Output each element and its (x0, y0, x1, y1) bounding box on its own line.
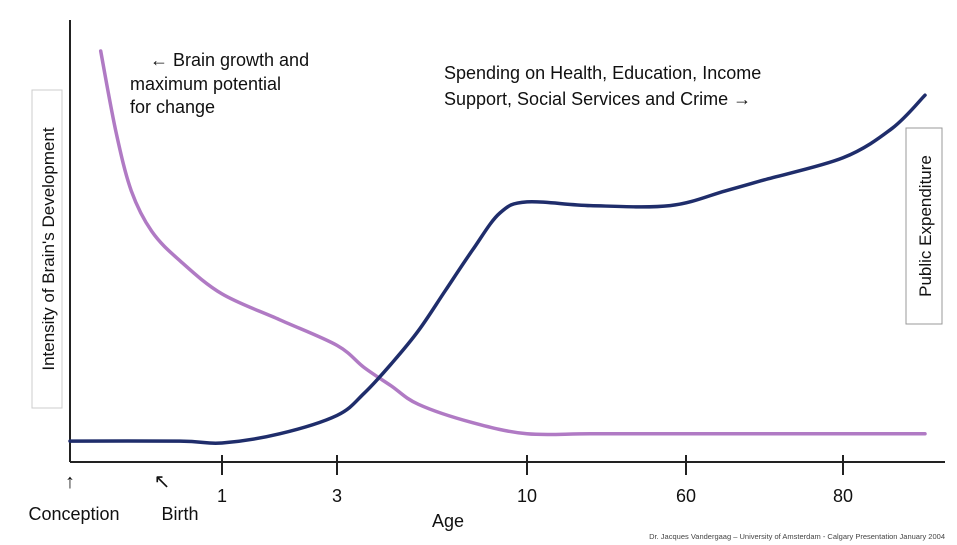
x-tick-label-3: 3 (332, 486, 342, 506)
credit-text: Dr. Jacques Vandergaag – University of A… (649, 532, 945, 541)
annotation-spending-line-2: Support, Social Services and Crime → (444, 89, 751, 109)
x-tick-label-10: 10 (517, 486, 537, 506)
conception-label: Conception (28, 504, 119, 524)
annotation-brain-line-2: maximum potential (130, 74, 281, 94)
x-tick-label-1: 1 (217, 486, 227, 506)
series-brain-growth-line (98, 49, 927, 437)
annotation-spending-line-1: Spending on Health, Education, Income (444, 63, 761, 83)
x-tick-label-80: 80 (833, 486, 853, 506)
x-ticks: 1 3 10 60 80 (217, 455, 853, 506)
birth-arrow: ↖ (154, 471, 171, 493)
annotation-brain-line-3: for change (130, 97, 215, 117)
annotation-brain-line-1: ← Brain growth and (150, 50, 309, 70)
x-axis-label: Age (432, 511, 464, 531)
left-ylabel-box (31, 89, 63, 409)
left-ylabel: Intensity of Brain's Development (39, 127, 58, 371)
x-tick-label-60: 60 (676, 486, 696, 506)
birth-label: Birth (161, 504, 198, 524)
right-ylabel-box (905, 127, 943, 325)
annotation-brain-growth: ← Brain growth and maximum potential for… (130, 50, 314, 117)
conception-arrow: ↑ (65, 471, 75, 493)
annotation-spending: Spending on Health, Education, Income Su… (444, 63, 766, 109)
right-ylabel: Public Expenditure (916, 155, 935, 297)
series-spending-line (68, 93, 927, 446)
